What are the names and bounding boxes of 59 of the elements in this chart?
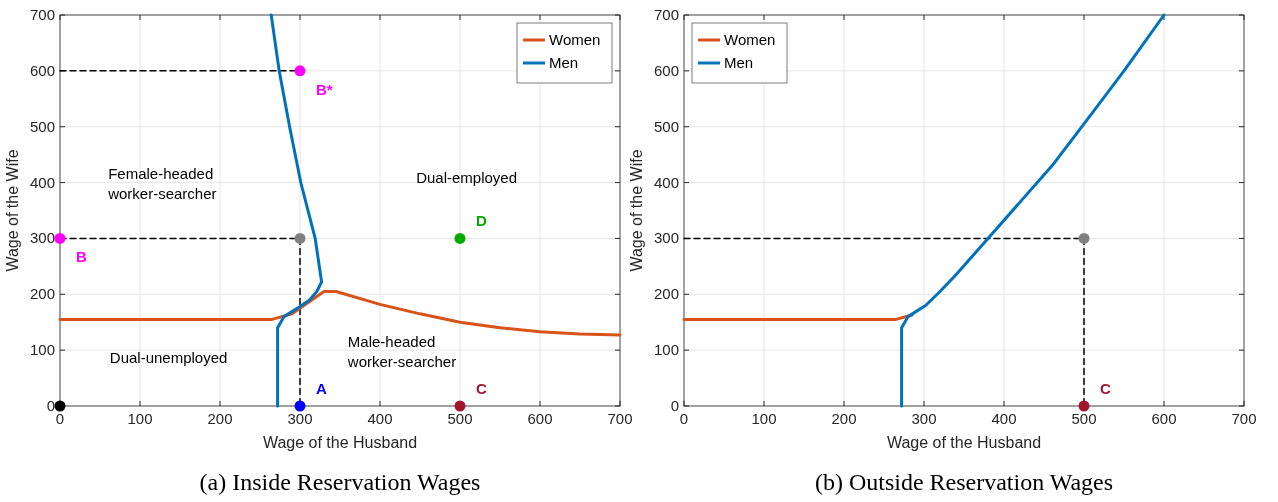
y-tick-label: 300 [653, 229, 679, 247]
y-tick-label: 100 [653, 341, 679, 359]
x-axis-title: Wage of the Husband [262, 434, 418, 451]
x-tick-label: 300 [287, 410, 313, 427]
x-tick-label: 700 [607, 410, 633, 427]
x-tick-label: 100 [127, 410, 153, 427]
y-tick-label: 400 [653, 173, 679, 191]
x-axis-title: Wage of the Husband [886, 434, 1042, 451]
data-label: C [1100, 380, 1111, 397]
y-tick-label: 700 [653, 6, 679, 23]
x-tick-label: 100 [751, 410, 777, 427]
x-tick-label: 700 [1231, 410, 1257, 427]
y-tick-label: 700 [29, 6, 55, 23]
annotation: Dual-employed [416, 169, 518, 187]
legend-label: Men [549, 54, 579, 71]
point [294, 232, 306, 244]
y-tick-label: 500 [653, 117, 679, 135]
text: (b) Outside Reservation Wages [814, 469, 1114, 495]
line-series [900, 13, 1166, 408]
y-tick-label: 0 [670, 397, 679, 414]
y-tick-label: 600 [653, 61, 679, 79]
x-tick-label: 400 [991, 410, 1017, 427]
x-tick-label: 500 [1071, 410, 1097, 427]
y-axis-title: Wage of the Wife [628, 149, 645, 272]
text: (a) Inside Reservation Wages [199, 469, 481, 495]
y-tick-label: 200 [653, 285, 679, 303]
legend-label: Women [549, 31, 601, 48]
point [454, 400, 466, 412]
y-tick-label: 300 [29, 229, 55, 247]
data-label: B [76, 248, 87, 266]
y-tick-label: 200 [29, 285, 55, 303]
annotation: Male-headed worker-searcher [346, 332, 457, 370]
y-axis-title: Wage of the Wife [4, 149, 21, 272]
y-tick-label: 600 [29, 61, 55, 79]
y-tick-label: 100 [29, 341, 55, 359]
annotation: Dual-unemployed [109, 348, 228, 366]
annotation: Female-headed worker-searcher [107, 165, 217, 203]
y-tick-label: 500 [29, 117, 55, 135]
point [54, 232, 66, 244]
data-label: A [316, 380, 327, 397]
x-tick-label: 600 [1151, 410, 1177, 427]
x-tick-label: 200 [207, 410, 233, 427]
x-tick-label: 400 [367, 410, 393, 427]
data-label: C [476, 380, 487, 397]
point [294, 400, 306, 412]
x-tick-label: 500 [447, 410, 473, 427]
y-tick-label: 0 [46, 397, 55, 414]
data-label: B* [316, 80, 333, 98]
x-tick-label: 200 [831, 410, 857, 427]
point [294, 65, 306, 77]
point [454, 232, 466, 244]
data-label: D [476, 212, 487, 230]
x-tick-label: 600 [527, 410, 553, 427]
line-series [58, 289, 622, 337]
legend-label: Men [724, 54, 754, 71]
x-tick-label: 300 [911, 410, 937, 427]
point [54, 400, 66, 412]
y-tick-label: 400 [29, 173, 55, 191]
legend-label: Women [724, 31, 776, 48]
